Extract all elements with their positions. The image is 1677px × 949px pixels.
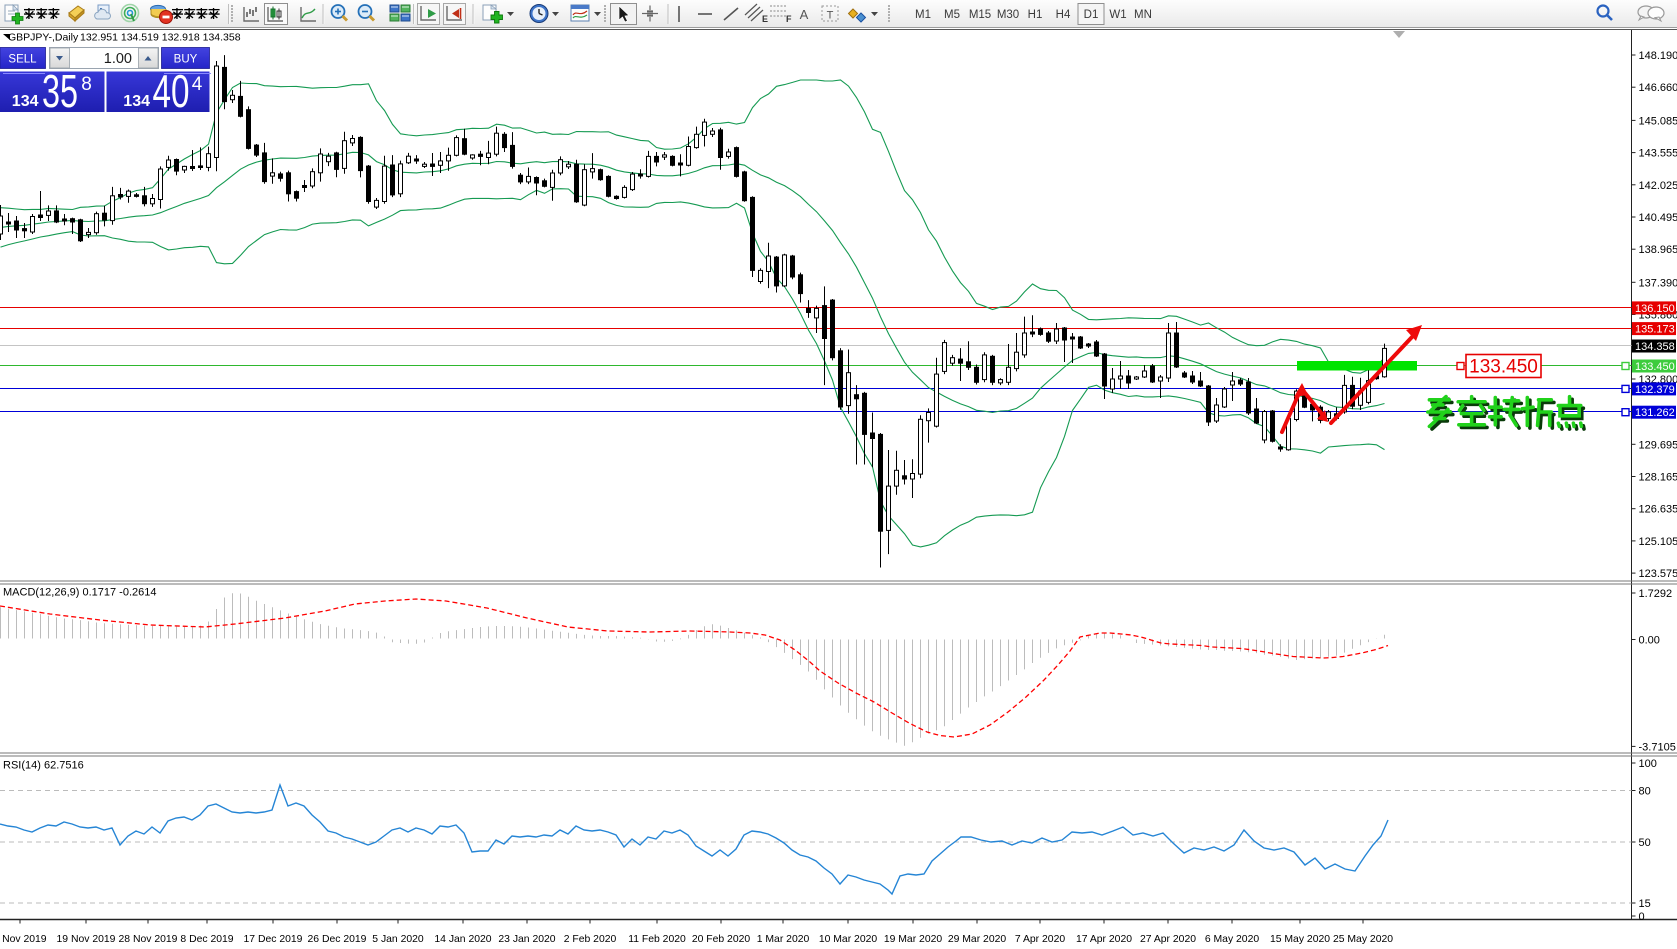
svg-text:RSI(14) 62.7516: RSI(14) 62.7516	[3, 760, 84, 772]
svg-text:0: 0	[1639, 911, 1645, 923]
svg-text:125.105: 125.105	[1639, 536, 1677, 548]
svg-text:133.450: 133.450	[1635, 361, 1675, 373]
svg-text:128.165: 128.165	[1639, 472, 1677, 484]
svg-text:134.358: 134.358	[1635, 341, 1675, 353]
svg-text:M1: M1	[915, 9, 931, 21]
svg-text:142.025: 142.025	[1639, 180, 1677, 192]
svg-text:132.951 134.519 132.918 134.35: 132.951 134.519 132.918 134.358	[80, 32, 241, 44]
svg-text:4: 4	[192, 74, 203, 95]
svg-text:9 Nov 2019: 9 Nov 2019	[0, 934, 47, 945]
svg-text:14 Jan 2020: 14 Jan 2020	[434, 934, 491, 945]
svg-text:146.660: 146.660	[1639, 82, 1677, 94]
svg-text:15: 15	[1639, 898, 1651, 910]
svg-text:50: 50	[1639, 837, 1651, 849]
svg-text:17 Apr 2020: 17 Apr 2020	[1076, 934, 1132, 945]
svg-text:6 May 2020: 6 May 2020	[1205, 934, 1260, 945]
svg-text:133.450: 133.450	[1469, 357, 1538, 378]
svg-text:40: 40	[153, 65, 190, 117]
svg-text:8 Dec 2019: 8 Dec 2019	[180, 934, 233, 945]
svg-text:W1: W1	[1109, 9, 1126, 21]
svg-text:25 May 2020: 25 May 2020	[1333, 934, 1393, 945]
svg-text:100: 100	[1639, 758, 1657, 770]
svg-text:-3.7105: -3.7105	[1639, 741, 1676, 753]
svg-text:H1: H1	[1028, 9, 1043, 21]
svg-text:143.555: 143.555	[1639, 148, 1677, 160]
svg-text:T: T	[827, 10, 834, 22]
svg-text:D1: D1	[1084, 9, 1099, 21]
svg-text:137.390: 137.390	[1639, 277, 1677, 289]
svg-text:MACD(12,26,9) 0.1717 -0.2614: MACD(12,26,9) 0.1717 -0.2614	[3, 587, 156, 599]
svg-text:M15: M15	[969, 9, 991, 21]
svg-text:131.262: 131.262	[1635, 407, 1675, 419]
svg-text:15 May 2020: 15 May 2020	[1270, 934, 1330, 945]
svg-text:23 Jan 2020: 23 Jan 2020	[498, 934, 555, 945]
svg-text:E: E	[762, 14, 768, 24]
svg-text:GBPJPY-,Daily: GBPJPY-,Daily	[8, 32, 79, 44]
svg-text:11 Feb 2020: 11 Feb 2020	[628, 934, 686, 945]
svg-text:2 Feb 2020: 2 Feb 2020	[564, 934, 617, 945]
svg-text:129.695: 129.695	[1639, 439, 1677, 451]
svg-text:134: 134	[123, 93, 150, 110]
svg-text:28 Nov 2019: 28 Nov 2019	[119, 934, 178, 945]
svg-text:M5: M5	[944, 9, 960, 21]
svg-text:M30: M30	[997, 9, 1019, 21]
svg-text:A: A	[800, 7, 809, 22]
svg-text:1.00: 1.00	[104, 51, 132, 67]
svg-text:29 Mar 2020: 29 Mar 2020	[948, 934, 1007, 945]
svg-text:19 Mar 2020: 19 Mar 2020	[884, 934, 943, 945]
svg-text:7 Apr 2020: 7 Apr 2020	[1015, 934, 1065, 945]
svg-text:135.173: 135.173	[1635, 324, 1675, 336]
svg-text:BUY: BUY	[174, 54, 198, 66]
svg-text:1.7292: 1.7292	[1639, 588, 1673, 600]
svg-text:26 Dec 2019: 26 Dec 2019	[308, 934, 367, 945]
svg-text:148.190: 148.190	[1639, 50, 1677, 62]
svg-text:1 Mar 2020: 1 Mar 2020	[757, 934, 810, 945]
svg-text:H4: H4	[1056, 9, 1071, 21]
svg-text:20 Feb 2020: 20 Feb 2020	[692, 934, 751, 945]
svg-text:145.085: 145.085	[1639, 115, 1677, 127]
svg-text:MN: MN	[1134, 9, 1152, 21]
svg-text:136.150: 136.150	[1635, 303, 1675, 315]
svg-text:SELL: SELL	[8, 54, 37, 66]
svg-text:140.495: 140.495	[1639, 212, 1677, 224]
svg-text:8: 8	[81, 74, 92, 95]
svg-text:138.965: 138.965	[1639, 244, 1677, 256]
svg-text:5 Jan 2020: 5 Jan 2020	[372, 934, 424, 945]
svg-text:0.00: 0.00	[1639, 635, 1660, 647]
svg-text:35: 35	[42, 65, 78, 117]
svg-text:123.575: 123.575	[1639, 568, 1677, 580]
svg-text:132.379: 132.379	[1635, 384, 1675, 396]
svg-text:19 Nov 2019: 19 Nov 2019	[57, 934, 116, 945]
svg-text:10 Mar 2020: 10 Mar 2020	[819, 934, 878, 945]
svg-text:27 Apr 2020: 27 Apr 2020	[1140, 934, 1196, 945]
svg-text:80: 80	[1639, 786, 1651, 798]
svg-text:126.635: 126.635	[1639, 504, 1677, 516]
svg-text:134: 134	[12, 93, 39, 110]
svg-text:F: F	[786, 14, 792, 24]
svg-text:17 Dec 2019: 17 Dec 2019	[244, 934, 303, 945]
